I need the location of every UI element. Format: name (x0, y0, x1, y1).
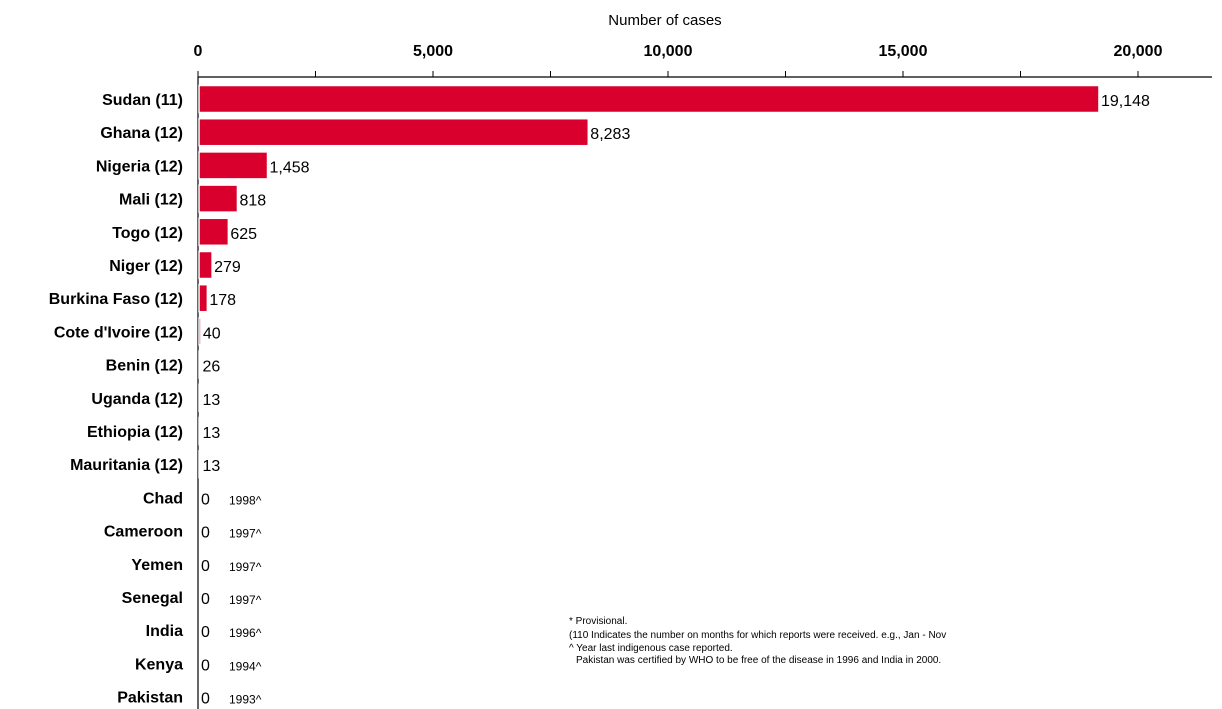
category-label: Mauritania (12) (70, 457, 183, 474)
x-tick-label: 5,000 (413, 43, 453, 60)
x-tick-label: 15,000 (879, 43, 928, 60)
value-label: 0 (201, 591, 210, 608)
category-label: India (146, 623, 183, 640)
category-label: Cameroon (104, 524, 183, 541)
category-label: Nigeria (12) (96, 158, 183, 175)
category-label: Sudan (11) (102, 92, 183, 109)
category-label: Benin (12) (106, 358, 183, 375)
value-label: 0 (201, 525, 210, 542)
category-label: Kenya (135, 656, 183, 673)
value-label: 0 (201, 624, 210, 641)
labels-group: Sudan (11) 19,148 Ghana (12) 8,283 Nigeria (… (49, 92, 1150, 708)
value-label: 0 (201, 558, 210, 575)
footnote-year-last: ^ Year last indigenous case reported. (569, 643, 733, 654)
footnote-certification: Pakistan was certified by WHO to be free… (576, 655, 941, 666)
x-tick-label: 0 (194, 43, 203, 60)
footnote-months: (110 Indicates the number on months for … (569, 630, 946, 641)
category-label: Yemen (131, 557, 183, 574)
category-label: Ghana (12) (100, 125, 183, 142)
year-note: 1997^ (229, 527, 262, 541)
bar (198, 250, 213, 280)
bar (198, 117, 590, 147)
value-label: 0 (201, 491, 210, 508)
value-label: 0 (201, 657, 210, 674)
x-axis: 0 5,000 10,000 15,000 20,000 (194, 43, 1212, 709)
category-label: Chad (143, 490, 183, 507)
bars-group (198, 84, 1100, 479)
bar (198, 217, 230, 247)
bar (198, 350, 202, 379)
category-label: Niger (12) (109, 258, 183, 275)
value-label: 279 (214, 259, 241, 276)
value-label: 818 (239, 193, 266, 210)
value-label: 13 (203, 392, 221, 409)
bar (198, 151, 269, 180)
category-label: Cote d'Ivoire (12) (54, 324, 183, 341)
category-label: Senegal (122, 590, 183, 607)
bar (198, 84, 1100, 114)
category-label: Mali (12) (119, 192, 183, 209)
bar (198, 383, 202, 413)
value-label: 13 (203, 425, 221, 442)
year-note: 1998^ (229, 493, 262, 507)
bar (198, 449, 202, 479)
value-label: 13 (203, 458, 221, 475)
value-label: 19,148 (1101, 93, 1150, 110)
x-tick-label: 20,000 (1114, 43, 1163, 60)
category-label: Burkina Faso (12) (49, 291, 183, 308)
value-label: 1,458 (270, 159, 310, 176)
category-label: Uganda (12) (91, 391, 183, 408)
value-label: 26 (203, 359, 221, 376)
year-note: 1993^ (229, 693, 262, 707)
bar (198, 317, 202, 346)
category-label: Togo (12) (112, 225, 183, 242)
footnote-provisional: * Provisional. (569, 616, 627, 627)
value-label: 178 (209, 292, 236, 309)
category-label: Pakistan (117, 690, 183, 707)
x-axis-title: Number of cases (608, 12, 721, 29)
x-tick-label: 10,000 (644, 43, 693, 60)
value-label: 625 (230, 226, 257, 243)
value-label: 40 (203, 325, 221, 342)
category-label: Ethiopia (12) (87, 424, 183, 441)
year-note: 1996^ (229, 626, 262, 640)
bar (198, 184, 239, 213)
year-note: 1997^ (229, 593, 262, 607)
bar (198, 283, 209, 313)
value-label: 0 (201, 691, 210, 708)
value-label: 8,283 (590, 126, 630, 143)
year-note: 1994^ (229, 659, 262, 673)
year-note: 1997^ (229, 560, 262, 574)
bar (198, 416, 202, 446)
footnotes: * Provisional. (110 Indicates the number… (569, 616, 946, 666)
